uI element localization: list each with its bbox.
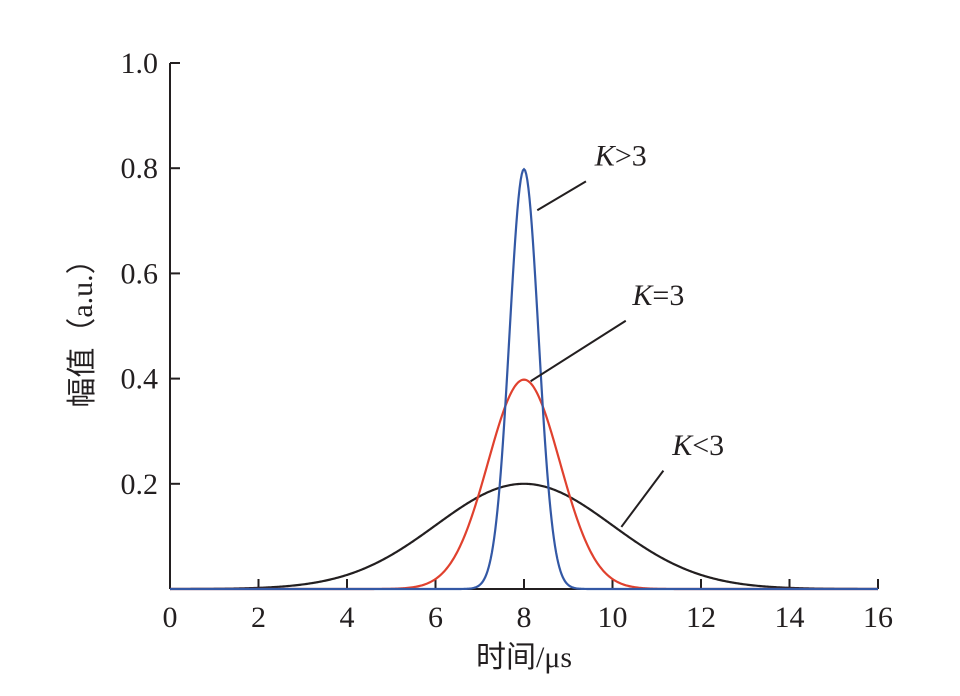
y-tick-label: 0.2 — [121, 468, 159, 501]
y-tick-label: 1.0 — [121, 47, 159, 80]
x-tick-label: 10 — [598, 601, 628, 634]
annotation-label: K=3 — [631, 279, 684, 312]
axes: 0 2 4 6 8 10 12 14 16 0.2 0.4 0.6 0.8 1.0 — [121, 47, 894, 634]
annotation-leader-line — [536, 180, 587, 212]
x-tick-label: 12 — [686, 601, 716, 634]
y-tick-label: 0.6 — [121, 257, 159, 290]
y-tick-label: 0.4 — [121, 363, 159, 396]
series-line-2 — [170, 167, 878, 591]
series-layer — [169, 167, 879, 591]
annotation-label: K<3 — [671, 429, 724, 462]
x-tick-label: 8 — [517, 601, 532, 634]
annotation-label-italic: K — [631, 279, 654, 312]
x-tick-label: 0 — [163, 601, 178, 634]
annotation-label: K>3 — [594, 140, 647, 173]
y-tick-label: 0.8 — [121, 152, 159, 185]
annotation-label-rest: >3 — [615, 140, 647, 173]
x-axis-label: 时间/μs — [476, 641, 572, 674]
annotation-leader-line — [620, 470, 665, 528]
annotation-layer: K>3K=3K<3 — [530, 140, 724, 528]
annotation-label-rest: <3 — [692, 429, 724, 462]
x-tick-label: 2 — [251, 601, 266, 634]
x-tick-label: 14 — [775, 601, 805, 634]
y-axis-label: 幅值（a.u.） — [66, 244, 99, 407]
annotation-label-rest: =3 — [652, 279, 684, 312]
x-tick-label: 6 — [428, 601, 443, 634]
annotation-leader-line — [530, 319, 627, 383]
annotation-label-italic: K — [671, 429, 694, 462]
x-tick-label: 16 — [863, 601, 893, 634]
annotation-label-italic: K — [594, 140, 617, 173]
series-line-0 — [169, 482, 879, 591]
x-tick-label: 4 — [340, 601, 355, 634]
